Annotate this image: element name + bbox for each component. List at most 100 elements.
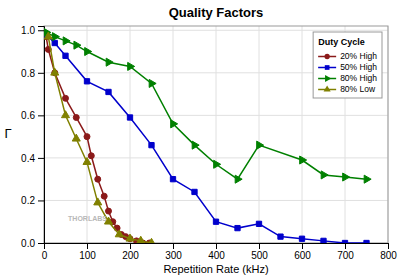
x-tick-mark — [87, 243, 88, 249]
grid-line-x — [216, 26, 217, 243]
x-tick: 800 — [380, 243, 397, 261]
legend-swatch-marker — [324, 85, 331, 91]
x-tick: 200 — [122, 243, 139, 261]
legend-label: 80% High — [340, 73, 377, 83]
x-tick-label: 700 — [337, 250, 354, 261]
series-point — [74, 41, 81, 49]
y-tick-mark — [38, 158, 44, 159]
x-tick-mark — [173, 243, 174, 249]
series-point — [106, 89, 111, 94]
series-point — [52, 33, 59, 41]
series-point — [61, 111, 69, 118]
x-tick-mark — [302, 243, 303, 249]
x-tick-label: 600 — [294, 250, 311, 261]
series-point — [278, 234, 283, 239]
x-tick: 600 — [294, 243, 311, 261]
series-point — [126, 234, 134, 241]
series-point — [299, 236, 304, 241]
x-tick-label: 500 — [251, 250, 268, 261]
series-point — [94, 198, 102, 205]
series-point — [85, 48, 92, 56]
legend: Duty Cycle20% High50% High80% High80% Lo… — [313, 32, 382, 98]
series-point — [321, 238, 326, 243]
y-tick: 0.6 — [21, 110, 44, 121]
grid-line-y — [44, 157, 388, 158]
x-tick-mark — [345, 243, 346, 249]
y-tick: 0.2 — [21, 195, 44, 206]
title: Quality Factors — [169, 5, 264, 20]
y-tick-mark — [38, 200, 44, 201]
legend-label: 20% High — [340, 51, 377, 61]
series-line — [46, 37, 149, 243]
series-point — [213, 219, 218, 224]
series-point — [235, 175, 242, 183]
x-tick-label: 300 — [165, 250, 182, 261]
x-axis: 0 100 200 300 400 500 600 700 800 — [42, 243, 398, 261]
legend-entry: 80% Low — [318, 84, 376, 94]
x-tick: 300 — [165, 243, 182, 261]
chart: 0 100 200 300 400 500 600 700 800 0.0 0.2 0.4 0.6 0.8… — [0, 0, 400, 279]
series-point — [364, 175, 371, 183]
grid-line-x — [173, 26, 174, 243]
series-point — [52, 40, 57, 45]
series-point — [137, 236, 145, 243]
series-point — [84, 134, 90, 140]
series-point — [147, 238, 155, 243]
annotation: THORLABS — [68, 215, 107, 222]
x-tick-label: 800 — [380, 250, 397, 261]
series-point — [83, 158, 91, 165]
legend-box — [313, 32, 382, 98]
x-tick: 0 — [42, 243, 48, 261]
y-tick: 0.0 — [21, 238, 44, 249]
series-point — [342, 240, 347, 243]
x-tick-label: 200 — [122, 250, 139, 261]
y-tick-mark — [38, 115, 44, 116]
grid — [44, 26, 388, 243]
series-point — [257, 141, 264, 149]
y-tick: 0.8 — [21, 68, 44, 79]
series-point — [72, 134, 80, 141]
x-tick: 400 — [208, 243, 225, 261]
x-tick-mark — [130, 243, 131, 249]
x-tick-label: 400 — [208, 250, 225, 261]
y-tick-label: 1.0 — [21, 25, 35, 36]
series-point — [128, 62, 135, 70]
series-point — [343, 173, 350, 181]
series-point — [149, 79, 156, 87]
series-point — [192, 141, 199, 149]
legend-entry: 20% High — [318, 51, 377, 61]
legend-entry: 80% High — [318, 73, 377, 83]
x-tick-mark — [388, 243, 389, 249]
series-point — [106, 208, 112, 214]
y-tick: 1.0 — [21, 25, 44, 36]
grid-line-x — [302, 26, 303, 243]
x-tick-label: 100 — [79, 250, 96, 261]
series-point — [51, 68, 59, 75]
legend-swatch-marker — [324, 54, 329, 59]
y-axis-line — [38, 27, 45, 244]
series-point — [171, 120, 178, 128]
series — [44, 34, 152, 243]
x-tick-label: 0 — [42, 250, 48, 261]
series-point — [63, 37, 70, 45]
series-point — [256, 221, 261, 226]
plot-area: 0 100 200 300 400 500 600 700 800 0.0 0.2 0.4 0.6 0.8… — [21, 25, 397, 261]
series-point — [73, 114, 79, 120]
series-point — [235, 225, 240, 230]
plot-frame — [44, 26, 388, 243]
legend-label: 50% High — [340, 62, 377, 72]
series-point — [214, 160, 221, 168]
legend-swatch-marker — [325, 75, 331, 82]
series-point — [84, 79, 89, 84]
series-point — [192, 189, 197, 194]
x-axis-label: Repetition Rate (kHz) — [163, 263, 268, 275]
y-tick-label: 0.8 — [21, 68, 35, 79]
grid-line-x — [259, 26, 260, 243]
series-point — [101, 193, 107, 199]
y-tick: 0.4 — [21, 153, 44, 164]
series-point — [300, 156, 307, 164]
legend-label: 80% Low — [340, 84, 376, 94]
series-point — [106, 58, 113, 66]
y-tick-label: 0.4 — [21, 153, 35, 164]
series-point — [364, 240, 369, 243]
